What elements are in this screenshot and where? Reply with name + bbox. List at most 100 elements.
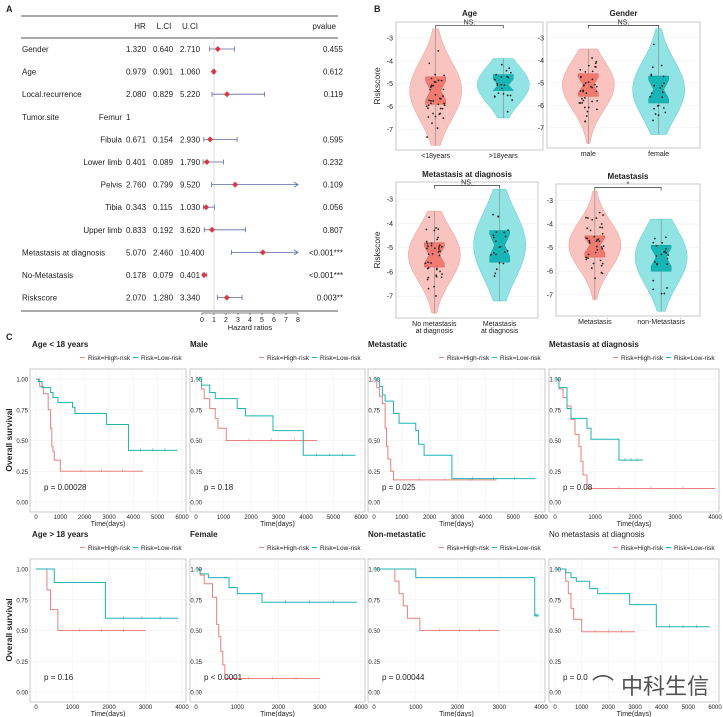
legend-high-risk: Risk=High-risk <box>88 355 131 362</box>
hr-point <box>210 68 217 75</box>
y-tick-label: 0.50 <box>190 439 202 445</box>
y-tick-label: 0.75 <box>549 598 561 604</box>
data-point <box>498 262 501 264</box>
y-tick-label: -6 <box>547 269 553 276</box>
data-point <box>427 245 429 248</box>
data-point <box>595 60 598 63</box>
data-point <box>662 75 665 78</box>
hr-point <box>208 226 215 233</box>
x-tick-label: 0 <box>34 705 38 711</box>
x-tick-label: 0 <box>34 515 38 521</box>
row-pvalue: 0.455 <box>323 45 344 54</box>
significance-bracket <box>433 185 501 189</box>
row-uci: 10.400 <box>180 248 205 257</box>
x-tick-label: 2000 <box>272 705 286 711</box>
x-tick-label: 3000 <box>668 515 682 521</box>
data-point <box>425 240 428 243</box>
legend-low-risk: Risk=Low-risk <box>141 545 182 552</box>
row-uci: 1.060 <box>180 68 201 77</box>
x-tick-label: 4000 <box>479 515 493 521</box>
p-value: p = 0.18 <box>204 483 234 492</box>
legend-low-risk: Risk=Low-risk <box>674 545 715 552</box>
row-lci: 0.079 <box>153 271 174 280</box>
data-point <box>432 100 435 102</box>
y-tick-label: 0.00 <box>368 501 380 507</box>
row-label: Gender <box>22 45 49 54</box>
data-point <box>663 251 665 253</box>
y-tick-label: -3 <box>387 197 393 204</box>
row-pvalue: 0.056 <box>323 203 344 212</box>
x-tick-label: 4000 <box>354 705 368 711</box>
data-point <box>430 244 433 247</box>
data-point <box>653 237 656 240</box>
survival-curve-low <box>196 568 357 603</box>
y-tick-label: 1.00 <box>549 568 561 574</box>
data-point <box>427 116 430 118</box>
y-tick-label: 1.00 <box>16 568 28 574</box>
data-point <box>439 250 441 252</box>
data-point <box>594 277 596 280</box>
data-point <box>439 270 441 273</box>
data-point <box>503 231 506 234</box>
panel-label-b: B <box>374 4 381 14</box>
data-point <box>652 241 655 244</box>
survival-curve-low <box>196 378 356 456</box>
y-tick-label: 0.00 <box>368 691 380 697</box>
data-point <box>437 250 440 253</box>
y-tick-label: 1.00 <box>549 378 561 384</box>
hr-point <box>203 159 210 165</box>
legend-low-risk: Risk=Low-risk <box>500 355 541 362</box>
data-point <box>655 244 658 247</box>
row-uci: 2.930 <box>180 135 201 144</box>
p-value: p < 0.0001 <box>204 673 243 682</box>
legend-high-risk: Risk=High-risk <box>447 355 490 362</box>
data-point <box>660 64 663 67</box>
data-point <box>581 101 584 104</box>
data-point <box>495 73 498 76</box>
legend-low-risk: Risk=Low-risk <box>141 355 182 362</box>
y-tick-label: -3 <box>547 198 553 205</box>
x-tick-label: 1000 <box>588 515 602 521</box>
ci-arrow <box>293 181 299 188</box>
x-axis-title: Time(days) <box>439 521 474 528</box>
y-tick-label: 0.50 <box>16 439 28 445</box>
row-lci: 2.460 <box>153 248 174 257</box>
y-tick-label: 1.00 <box>190 568 202 574</box>
survival-curve-high <box>196 378 317 441</box>
violin-plot-title: Metastasis at diagnosis <box>422 170 512 179</box>
data-point <box>443 102 446 105</box>
data-point <box>663 292 666 295</box>
data-point <box>650 74 653 77</box>
notched-box <box>425 76 446 105</box>
data-point <box>425 105 428 108</box>
row-lci: 0.901 <box>153 68 174 77</box>
data-point <box>656 104 659 107</box>
data-point <box>428 62 431 65</box>
significance-bracket <box>594 187 662 191</box>
y-tick-label: 0.50 <box>16 629 28 635</box>
data-point <box>434 115 437 118</box>
x-tick-label: 2000 <box>244 515 258 521</box>
x-tick-label: 1000 <box>66 705 80 711</box>
data-point <box>434 73 437 76</box>
y-tick-label: -3 <box>387 36 393 43</box>
x-tick-label: 2000 <box>423 515 437 521</box>
significance-label: NS. <box>618 19 630 26</box>
data-point <box>437 248 440 250</box>
x-tick-label: 3000 <box>272 515 286 521</box>
x-tick-label: 4000 <box>299 515 313 521</box>
data-point <box>495 253 497 256</box>
data-point <box>654 261 656 263</box>
survival-curve-high <box>36 378 144 472</box>
data-point <box>584 82 587 84</box>
data-point <box>579 102 582 104</box>
row-pvalue: <0.001*** <box>309 248 343 257</box>
data-point <box>601 232 604 235</box>
violin-plot-title: Metastasis <box>608 172 649 181</box>
data-point <box>427 261 429 264</box>
data-point <box>506 110 509 113</box>
legend-low-risk: Risk=Low-risk <box>320 355 361 362</box>
data-point <box>661 96 664 98</box>
row-hr: 0.671 <box>126 135 147 144</box>
row-lci: 0.089 <box>153 158 174 167</box>
